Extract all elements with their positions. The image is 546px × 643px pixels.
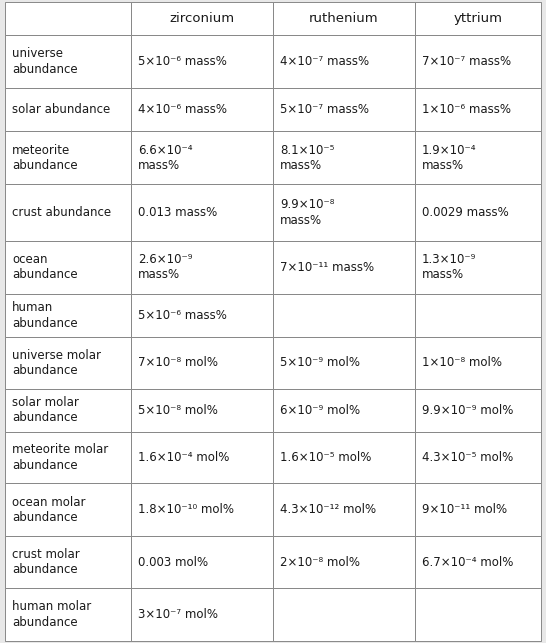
Bar xyxy=(415,131,541,185)
Bar xyxy=(273,35,415,88)
Bar xyxy=(273,337,415,388)
Bar xyxy=(273,240,415,294)
Text: solar molar
abundance: solar molar abundance xyxy=(12,396,79,424)
Text: 1.3×10⁻⁹
mass%: 1.3×10⁻⁹ mass% xyxy=(422,253,477,282)
Text: 6.7×10⁻⁴ mol%: 6.7×10⁻⁴ mol% xyxy=(422,556,513,569)
Text: 4.3×10⁻⁵ mol%: 4.3×10⁻⁵ mol% xyxy=(422,451,513,464)
Bar xyxy=(131,88,273,131)
Bar xyxy=(273,432,415,484)
Text: 1.6×10⁻⁴ mol%: 1.6×10⁻⁴ mol% xyxy=(138,451,229,464)
Bar xyxy=(415,240,541,294)
Bar xyxy=(5,35,131,88)
Bar xyxy=(5,131,131,185)
Text: ocean
abundance: ocean abundance xyxy=(12,253,78,282)
Text: 5×10⁻⁹ mol%: 5×10⁻⁹ mol% xyxy=(280,356,360,369)
Bar xyxy=(273,536,415,588)
Text: 1.9×10⁻⁴
mass%: 1.9×10⁻⁴ mass% xyxy=(422,143,477,172)
Bar xyxy=(131,2,273,35)
Text: yttrium: yttrium xyxy=(454,12,502,25)
Text: 9.9×10⁻⁹ mol%: 9.9×10⁻⁹ mol% xyxy=(422,404,513,417)
Bar xyxy=(131,35,273,88)
Text: meteorite
abundance: meteorite abundance xyxy=(12,143,78,172)
Text: meteorite molar
abundance: meteorite molar abundance xyxy=(12,444,108,472)
Text: 9.9×10⁻⁸
mass%: 9.9×10⁻⁸ mass% xyxy=(280,198,334,227)
Bar xyxy=(131,240,273,294)
Bar xyxy=(415,2,541,35)
Text: 5×10⁻⁷ mass%: 5×10⁻⁷ mass% xyxy=(280,103,369,116)
Bar xyxy=(131,337,273,388)
Bar xyxy=(5,294,131,337)
Text: 6.6×10⁻⁴
mass%: 6.6×10⁻⁴ mass% xyxy=(138,143,192,172)
Text: 4×10⁻⁷ mass%: 4×10⁻⁷ mass% xyxy=(280,55,369,68)
Text: 2.6×10⁻⁹
mass%: 2.6×10⁻⁹ mass% xyxy=(138,253,192,282)
Text: ocean molar
abundance: ocean molar abundance xyxy=(12,496,86,524)
Bar xyxy=(273,185,415,240)
Text: universe
abundance: universe abundance xyxy=(12,47,78,76)
Bar xyxy=(5,432,131,484)
Bar xyxy=(273,88,415,131)
Text: crust abundance: crust abundance xyxy=(12,206,111,219)
Text: 0.013 mass%: 0.013 mass% xyxy=(138,206,217,219)
Text: 4×10⁻⁶ mass%: 4×10⁻⁶ mass% xyxy=(138,103,227,116)
Text: 9×10⁻¹¹ mol%: 9×10⁻¹¹ mol% xyxy=(422,503,507,516)
Bar xyxy=(273,294,415,337)
Bar xyxy=(131,388,273,432)
Text: 0.0029 mass%: 0.0029 mass% xyxy=(422,206,509,219)
Bar xyxy=(5,2,131,35)
Bar xyxy=(131,294,273,337)
Bar xyxy=(273,484,415,536)
Text: 1.6×10⁻⁵ mol%: 1.6×10⁻⁵ mol% xyxy=(280,451,371,464)
Bar xyxy=(273,2,415,35)
Text: 4.3×10⁻¹² mol%: 4.3×10⁻¹² mol% xyxy=(280,503,376,516)
Bar xyxy=(415,484,541,536)
Bar xyxy=(5,388,131,432)
Text: 5×10⁻⁶ mass%: 5×10⁻⁶ mass% xyxy=(138,309,227,322)
Bar xyxy=(273,588,415,641)
Text: crust molar
abundance: crust molar abundance xyxy=(12,548,80,577)
Bar xyxy=(5,588,131,641)
Bar xyxy=(5,88,131,131)
Text: 6×10⁻⁹ mol%: 6×10⁻⁹ mol% xyxy=(280,404,360,417)
Bar xyxy=(415,432,541,484)
Bar xyxy=(415,588,541,641)
Bar xyxy=(131,484,273,536)
Bar xyxy=(415,294,541,337)
Text: 7×10⁻⁸ mol%: 7×10⁻⁸ mol% xyxy=(138,356,218,369)
Text: 1×10⁻⁶ mass%: 1×10⁻⁶ mass% xyxy=(422,103,511,116)
Bar xyxy=(131,432,273,484)
Text: human
abundance: human abundance xyxy=(12,301,78,330)
Text: 0.003 mol%: 0.003 mol% xyxy=(138,556,208,569)
Text: zirconium: zirconium xyxy=(169,12,235,25)
Bar xyxy=(415,35,541,88)
Bar xyxy=(131,588,273,641)
Bar xyxy=(273,388,415,432)
Bar xyxy=(415,185,541,240)
Bar xyxy=(5,240,131,294)
Bar xyxy=(5,484,131,536)
Text: 1.8×10⁻¹⁰ mol%: 1.8×10⁻¹⁰ mol% xyxy=(138,503,234,516)
Bar xyxy=(415,388,541,432)
Text: 2×10⁻⁸ mol%: 2×10⁻⁸ mol% xyxy=(280,556,360,569)
Text: 5×10⁻⁶ mass%: 5×10⁻⁶ mass% xyxy=(138,55,227,68)
Text: 1×10⁻⁸ mol%: 1×10⁻⁸ mol% xyxy=(422,356,502,369)
Bar xyxy=(5,536,131,588)
Text: 8.1×10⁻⁵
mass%: 8.1×10⁻⁵ mass% xyxy=(280,143,334,172)
Bar xyxy=(273,131,415,185)
Bar xyxy=(131,185,273,240)
Bar xyxy=(415,536,541,588)
Text: 7×10⁻¹¹ mass%: 7×10⁻¹¹ mass% xyxy=(280,260,374,274)
Bar xyxy=(415,88,541,131)
Text: solar abundance: solar abundance xyxy=(12,103,110,116)
Text: 7×10⁻⁷ mass%: 7×10⁻⁷ mass% xyxy=(422,55,511,68)
Bar xyxy=(5,337,131,388)
Text: universe molar
abundance: universe molar abundance xyxy=(12,349,101,377)
Bar xyxy=(415,337,541,388)
Bar xyxy=(5,185,131,240)
Bar xyxy=(131,536,273,588)
Text: human molar
abundance: human molar abundance xyxy=(12,601,91,629)
Text: ruthenium: ruthenium xyxy=(309,12,379,25)
Text: 5×10⁻⁸ mol%: 5×10⁻⁸ mol% xyxy=(138,404,218,417)
Bar xyxy=(131,131,273,185)
Text: 3×10⁻⁷ mol%: 3×10⁻⁷ mol% xyxy=(138,608,218,621)
